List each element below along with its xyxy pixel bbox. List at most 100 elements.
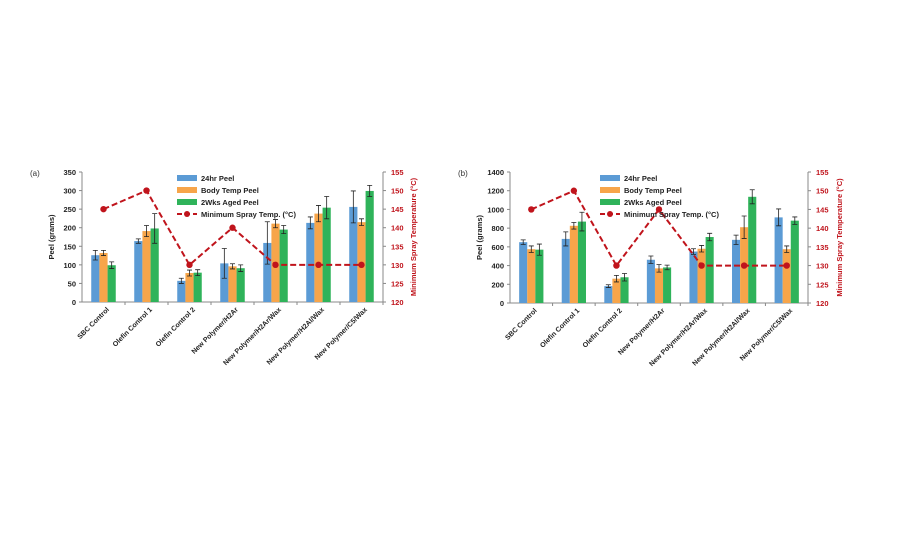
temp-point bbox=[528, 206, 535, 213]
y2-tick-label: 145 bbox=[391, 205, 404, 214]
bar-24hr-peel bbox=[732, 239, 741, 303]
temp-point bbox=[186, 261, 193, 269]
y-tick-label: 200 bbox=[491, 280, 504, 289]
error-bar bbox=[144, 225, 149, 238]
error-bar bbox=[520, 239, 526, 245]
chart-a: (a) 0 50 100 150 200 250 300 350 120 125 130 135 140 1… bbox=[30, 168, 418, 367]
y-tick-label: 150 bbox=[63, 242, 76, 251]
y-tick-label: 200 bbox=[63, 224, 76, 233]
error-bar bbox=[749, 189, 755, 205]
y-tick-label: 800 bbox=[491, 224, 504, 233]
y-axis-label: Peel (grams) bbox=[47, 214, 56, 260]
x-tick-label: Olefin Control 1 bbox=[539, 307, 581, 349]
panel-label: (b) bbox=[458, 169, 468, 178]
bar-24hr-peel bbox=[134, 241, 143, 302]
bar-body-temp-peel bbox=[654, 268, 664, 303]
error-bar bbox=[281, 225, 287, 235]
bar-body-temp-peel bbox=[314, 213, 323, 302]
bar-2wks-aged-peel bbox=[620, 277, 629, 303]
error-bar bbox=[135, 238, 141, 244]
bar-24hr-peel bbox=[263, 242, 272, 302]
bar-24hr-peel bbox=[91, 255, 100, 302]
y2-tick-label: 120 bbox=[816, 299, 829, 308]
bar-body-temp-peel bbox=[569, 225, 578, 303]
error-bar bbox=[178, 277, 184, 284]
error-bar bbox=[350, 190, 356, 224]
error-bar bbox=[622, 273, 628, 282]
legend-marker bbox=[607, 211, 613, 217]
y-tick-label: 100 bbox=[63, 261, 76, 270]
bar-2wks-aged-peel bbox=[150, 228, 159, 302]
temp-point bbox=[655, 206, 663, 213]
bar-24hr-peel bbox=[689, 251, 698, 303]
y2-axis-label: Minimum Spray Temperature (°C) bbox=[409, 177, 418, 296]
error-bar bbox=[101, 249, 106, 256]
bar-2wks-aged-peel bbox=[322, 207, 331, 302]
legend-swatch bbox=[600, 187, 620, 193]
bar-24hr-peel bbox=[519, 242, 528, 303]
error-bar bbox=[792, 216, 798, 225]
bar-2wks-aged-peel bbox=[705, 237, 714, 303]
error-bar bbox=[324, 196, 330, 220]
error-bar bbox=[316, 205, 321, 223]
y2-tick-label: 150 bbox=[816, 187, 829, 196]
error-bar bbox=[187, 269, 192, 277]
y2-tick-label: 155 bbox=[816, 168, 829, 177]
error-bar bbox=[613, 274, 619, 283]
bar-body-temp-peel bbox=[782, 249, 791, 303]
bar-body-temp-peel bbox=[612, 278, 621, 303]
x-tick-label: New Polymer/H2Ar bbox=[617, 307, 666, 356]
temp-point bbox=[613, 262, 620, 269]
bar-24hr-peel bbox=[177, 280, 186, 302]
error-bar bbox=[707, 232, 713, 242]
panel-label: (a) bbox=[30, 169, 40, 178]
y2-tick-label: 155 bbox=[391, 168, 404, 177]
bar-2wks-aged-peel bbox=[535, 249, 544, 303]
y-tick-label: 350 bbox=[63, 168, 76, 177]
error-bar bbox=[579, 211, 585, 232]
y2-tick-label: 120 bbox=[391, 298, 404, 307]
temp-point bbox=[315, 261, 322, 269]
error-bar bbox=[563, 231, 569, 247]
legend-swatch bbox=[177, 175, 197, 181]
legend-swatch bbox=[177, 199, 197, 205]
error-bar bbox=[648, 255, 654, 264]
error-bar bbox=[656, 264, 662, 273]
y-tick-label: 400 bbox=[491, 262, 504, 271]
error-bar bbox=[776, 208, 782, 227]
x-tick-label: SBC Control bbox=[504, 307, 538, 341]
legend-swatch bbox=[600, 199, 620, 205]
y2-axis-label: Minimum Spray Temperature (°C) bbox=[835, 178, 844, 297]
y2-tick-label: 140 bbox=[816, 224, 829, 233]
x-tick-label: Olefin Control 2 bbox=[582, 307, 624, 349]
error-bar bbox=[699, 245, 705, 253]
y2-tick-label: 135 bbox=[391, 242, 404, 251]
bar-body-temp-peel bbox=[142, 231, 151, 302]
y2-tick-label: 140 bbox=[391, 224, 404, 233]
bar-2wks-aged-peel bbox=[663, 267, 672, 303]
error-bar bbox=[152, 213, 158, 244]
error-bar bbox=[109, 261, 115, 269]
temp-point bbox=[272, 261, 279, 269]
error-bar bbox=[571, 222, 577, 230]
bar-2wks-aged-peel bbox=[107, 265, 116, 302]
error-bar bbox=[528, 245, 534, 253]
error-bar bbox=[92, 249, 98, 261]
y-tick-label: 1200 bbox=[487, 187, 504, 196]
legend-label: 2Wks Aged Peel bbox=[624, 198, 682, 207]
x-tick-label: SBC Control bbox=[77, 306, 111, 340]
y-tick-label: 50 bbox=[68, 279, 76, 288]
bar-24hr-peel bbox=[220, 263, 229, 302]
legend-label: Body Temp Peel bbox=[201, 186, 259, 195]
bar-24hr-peel bbox=[349, 206, 358, 302]
bar-24hr-peel bbox=[604, 286, 613, 303]
bar-24hr-peel bbox=[646, 259, 655, 303]
error-bar bbox=[195, 269, 201, 277]
y2-tick-label: 130 bbox=[816, 262, 829, 271]
error-bar bbox=[741, 215, 747, 239]
x-tick-label: Olefin Control 2 bbox=[155, 306, 197, 348]
y-tick-label: 0 bbox=[500, 299, 504, 308]
bar-2wks-aged-peel bbox=[748, 196, 757, 303]
bar-body-temp-peel bbox=[527, 249, 536, 303]
